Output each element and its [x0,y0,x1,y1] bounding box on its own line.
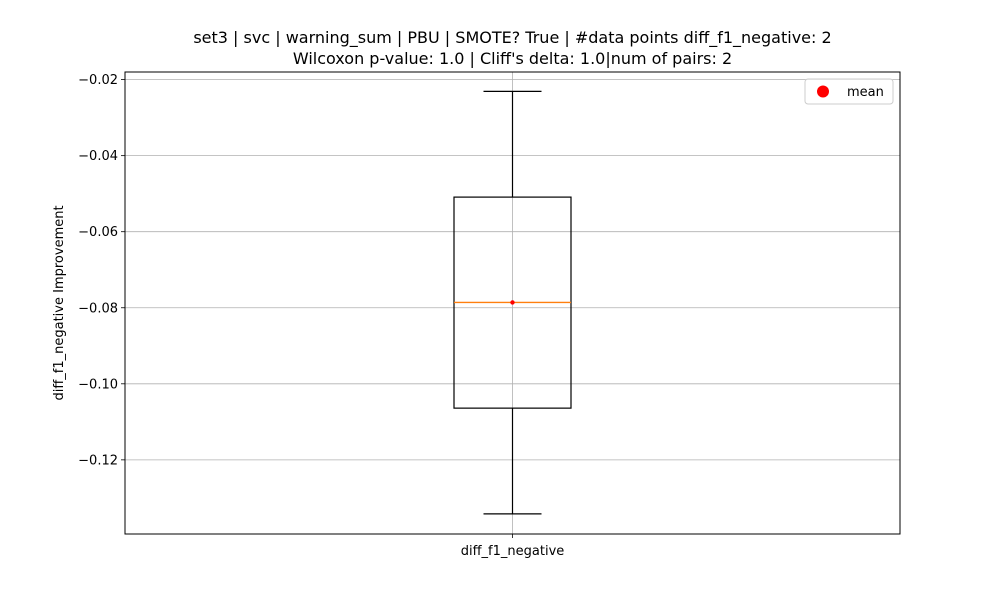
y-tick-label: −0.06 [78,225,118,240]
y-tick-label: −0.02 [78,73,118,88]
legend-label-mean: mean [847,85,884,100]
y-tick-label: −0.04 [78,149,118,164]
y-axis-ticks: −0.02 −0.04 −0.06 −0.08 −0.10 −0.12 [78,73,125,468]
legend-mean-marker [817,85,829,98]
x-axis-ticks: diff_f1_negative [461,534,565,559]
y-tick-label: −0.12 [78,453,118,468]
chart-title-line-2: Wilcoxon p-value: 1.0 | Cliff's delta: 1… [293,49,732,68]
legend: mean [804,78,894,105]
mean-marker [510,300,515,305]
y-tick-label: −0.08 [78,301,118,316]
x-tick-label: diff_f1_negative [461,544,565,559]
box-elements [453,90,572,515]
y-tick-label: −0.10 [78,377,118,392]
chart-title-line-1: set3 | svc | warning_sum | PBU | SMOTE? … [193,28,831,48]
legend-frame [804,78,894,105]
y-axis-label: diff_f1_negative Improvement [52,205,67,400]
